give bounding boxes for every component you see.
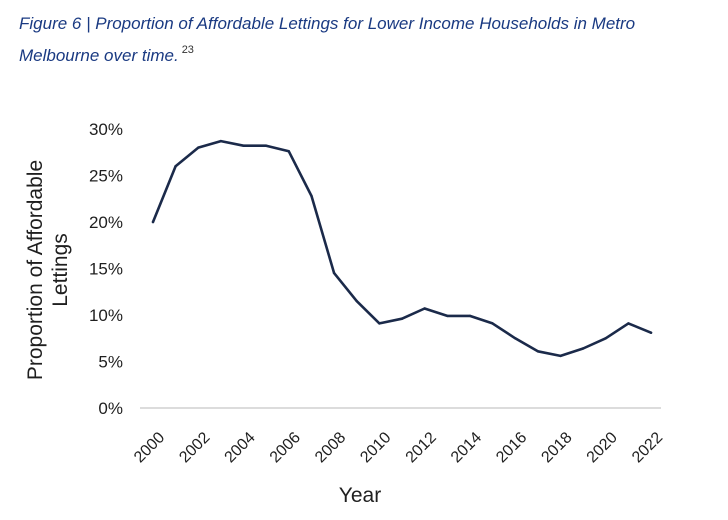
data-point — [197, 146, 200, 149]
data-point — [491, 322, 494, 325]
x-tick-label: 2022 — [629, 429, 666, 466]
caption-footnote: 23 — [181, 44, 194, 56]
data-point — [559, 354, 562, 358]
y-axis-title-line-1: Proportion of Affordable — [24, 160, 47, 380]
x-tick-label: 2000 — [131, 429, 168, 466]
y-tick-label: 0% — [98, 399, 123, 418]
caption-title: Figure 6 | Proportion of Affordable Lett… — [19, 14, 636, 65]
data-point — [604, 337, 607, 340]
y-tick-label: 20% — [89, 213, 123, 232]
x-tick-label: 2008 — [312, 429, 349, 466]
y-tick-label: 15% — [89, 260, 123, 279]
data-point — [627, 322, 630, 325]
figure-caption: Figure 6 | Proportion of Affordable Lett… — [19, 10, 719, 69]
x-tick-label: 2006 — [267, 429, 304, 466]
x-tick-label: 2018 — [538, 429, 575, 466]
data-point — [423, 307, 426, 310]
data-point — [378, 322, 381, 325]
data-point — [219, 139, 223, 143]
y-tick-label: 10% — [89, 306, 123, 325]
data-point — [151, 220, 155, 224]
data-point — [242, 144, 245, 147]
data-point — [332, 271, 336, 275]
y-tick-label: 25% — [89, 167, 123, 186]
x-axis-title: Year — [339, 484, 381, 507]
data-point — [468, 314, 472, 318]
data-point — [536, 350, 539, 353]
y-tick-label: 30% — [89, 120, 123, 139]
data-point — [174, 165, 177, 168]
x-tick-label: 2020 — [584, 429, 621, 466]
data-point — [400, 317, 404, 320]
data-point — [310, 194, 313, 198]
y-tick-label: 5% — [98, 353, 123, 372]
x-tick-label: 2016 — [493, 429, 530, 466]
y-tick-labels: 0% 5% 10% 15% 20% 25% 30% — [89, 120, 123, 418]
data-point — [581, 347, 585, 350]
x-tick-label: 2002 — [176, 429, 213, 466]
data-point — [649, 331, 653, 334]
data-point — [287, 150, 290, 153]
series-line — [151, 139, 653, 358]
x-tick-label: 2010 — [357, 429, 394, 466]
series-points — [151, 139, 653, 358]
data-point — [355, 299, 358, 303]
data-point — [265, 144, 268, 147]
x-tick-label: 2012 — [403, 429, 440, 466]
x-tick-label: 2014 — [448, 429, 485, 466]
x-tick-labels: 2000 2002 2004 2006 2008 2010 2012 2014 2016 2018… — [131, 429, 666, 466]
y-axis-title-line-2: Lettings — [49, 233, 72, 307]
x-tick-label: 2004 — [222, 429, 259, 466]
data-point — [446, 314, 449, 318]
data-point — [514, 337, 517, 340]
